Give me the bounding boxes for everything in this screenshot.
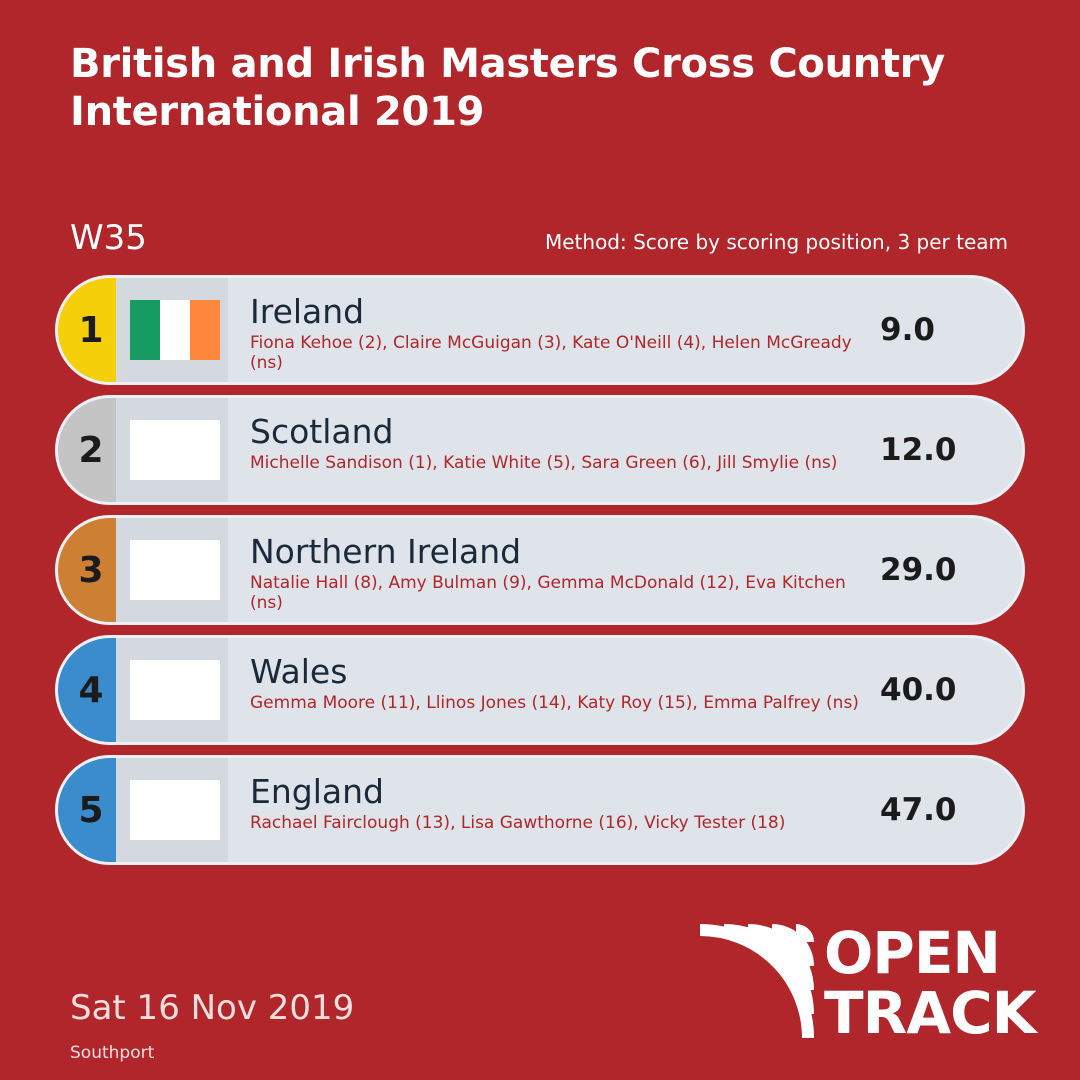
athlete-list: Gemma Moore (11), Llinos Jones (14), Kat… xyxy=(250,693,859,713)
flag-stripe xyxy=(160,300,190,360)
rank-badge: 3 xyxy=(58,518,116,622)
flag-stripe xyxy=(130,300,160,360)
athlete-list: Rachael Fairclough (13), Lisa Gawthorne … xyxy=(250,813,786,833)
team-score: 47.0 xyxy=(880,792,957,828)
age-category: W35 xyxy=(70,218,147,258)
team-name: England xyxy=(250,772,384,811)
team-score: 29.0 xyxy=(880,552,957,588)
rank-badge: 1 xyxy=(58,278,116,382)
northern-ireland-flag-icon xyxy=(130,540,220,600)
team-name: Scotland xyxy=(250,412,394,451)
team-score: 40.0 xyxy=(880,672,957,708)
athlete-list: Michelle Sandison (1), Katie White (5), … xyxy=(250,453,838,473)
logo-wordmark: OPEN TRACK xyxy=(824,919,1037,1047)
athlete-list: Natalie Hall (8), Amy Bulman (9), Gemma … xyxy=(250,573,846,613)
team-name: Northern Ireland xyxy=(250,532,522,571)
result-row-5: 5 England Rachael Fairclough (13), Lisa … xyxy=(58,758,1022,862)
team-score: 12.0 xyxy=(880,432,957,468)
event-date: Sat 16 Nov 2019 xyxy=(70,988,355,1028)
opentrack-logo: OPEN TRACK xyxy=(694,924,1044,1044)
team-score: 9.0 xyxy=(880,312,935,348)
page-title: British and Irish Masters Cross Country … xyxy=(70,41,945,135)
event-venue: Southport xyxy=(70,1043,155,1063)
rank-badge: 2 xyxy=(58,398,116,502)
wales-flag-icon xyxy=(130,660,220,720)
scotland-flag-icon xyxy=(130,420,220,480)
flag-stripe xyxy=(190,300,220,360)
rank-badge: 4 xyxy=(58,638,116,742)
scoring-method: Method: Score by scoring position, 3 per… xyxy=(544,230,1008,254)
result-row-4: 4 Wales Gemma Moore (11), Llinos Jones (… xyxy=(58,638,1022,742)
england-flag-icon xyxy=(130,780,220,840)
ireland-flag-icon xyxy=(130,300,220,360)
result-row-3: 3 Northern Ireland Natalie Hall (8), Amy… xyxy=(58,518,1022,622)
team-name: Wales xyxy=(250,652,348,691)
logo-line-track: TRACK xyxy=(824,979,1037,1047)
result-row-2: 2 Scotland Michelle Sandison (1), Katie … xyxy=(58,398,1022,502)
logo-line-open: OPEN xyxy=(824,919,1001,987)
athlete-list: Fiona Kehoe (2), Claire McGuigan (3), Ka… xyxy=(250,333,852,373)
rank-badge: 5 xyxy=(58,758,116,862)
team-name: Ireland xyxy=(250,292,365,331)
track-lanes-icon xyxy=(699,924,814,1039)
results-list: 1 Ireland Fiona Kehoe (2), Claire McGuig… xyxy=(58,278,1022,878)
result-row-1: 1 Ireland Fiona Kehoe (2), Claire McGuig… xyxy=(58,278,1022,382)
